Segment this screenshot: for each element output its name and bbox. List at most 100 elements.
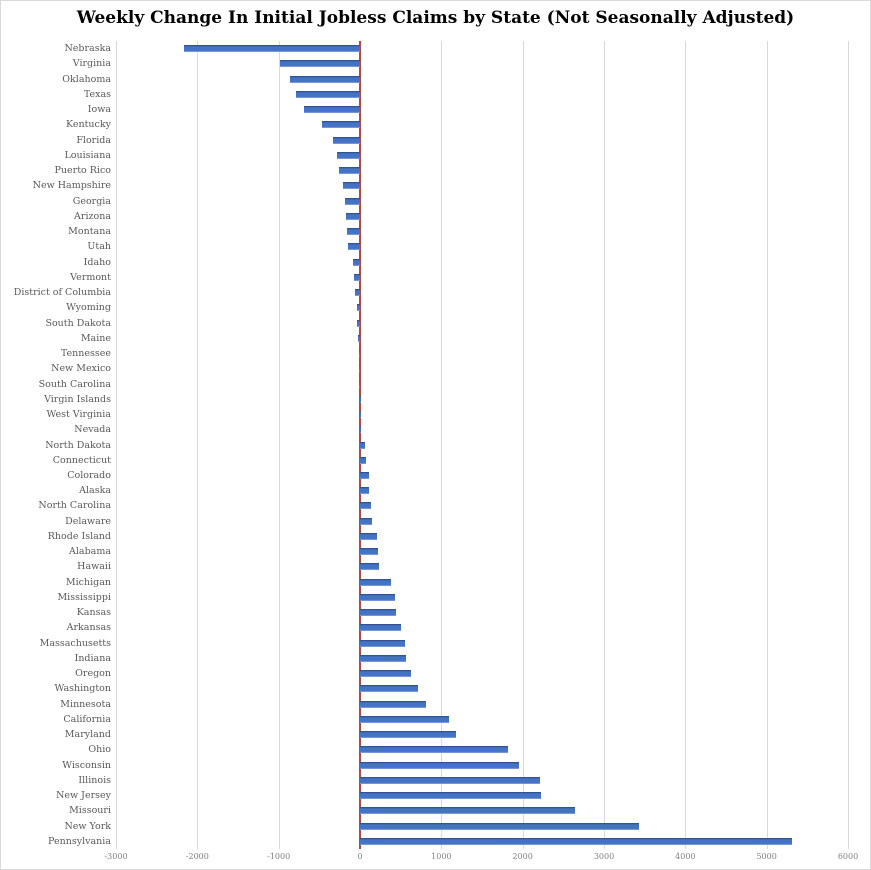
category-label-district-of-columbia: District of Columbia [13,287,111,299]
category-label-virginia: Virginia [72,58,111,70]
category-label-new-york: New York [64,820,111,832]
bar-texas [295,90,360,98]
bar-montana [346,228,360,236]
category-label-west-virginia: West Virginia [46,409,111,420]
bar-utah [347,243,360,251]
category-label-alabama: Alabama [69,546,111,558]
bar-new-mexico [359,365,361,373]
bar-district-of-columbia [354,289,360,297]
bar-colorado [360,471,369,479]
plot-area [116,41,849,849]
bar-west-virginia [359,411,361,418]
bar-indiana [360,654,406,662]
category-label-south-dakota: South Dakota [45,317,111,329]
x-tick-label--1000: -1000 [267,852,291,861]
category-label-colorado: Colorado [67,469,111,481]
category-label-oklahoma: Oklahoma [62,73,111,85]
category-label-maryland: Maryland [64,729,111,741]
category-label-illinois: Illinois [78,774,111,786]
category-label-utah: Utah [87,241,111,253]
category-label-missouri: Missouri [69,805,111,817]
x-tick-label-4000: 4000 [675,852,696,861]
gridline-6000 [848,41,849,849]
bar-louisiana [336,151,360,159]
gridline-2000 [522,41,524,849]
x-tick-label-5000: 5000 [756,852,777,861]
category-label-massachusetts: Massachusetts [39,637,111,649]
category-label-minnesota: Minnesota [60,698,111,710]
bar-south-carolina [359,380,361,388]
bar-delaware [360,517,373,525]
bar-maine [357,334,360,342]
gridline-5000 [766,41,768,849]
gridline-4000 [685,41,687,849]
gridline--2000 [197,41,199,849]
category-label-south-carolina: South Carolina [38,378,111,390]
category-label-maine: Maine [80,332,111,344]
x-tick-label-0: 0 [357,852,363,861]
bar-new-hampshire [342,182,360,190]
x-tick-label--3000: -3000 [104,852,128,861]
gridline-3000 [604,41,605,849]
category-label-tennessee: Tennessee [60,348,111,360]
bar-iowa [303,106,360,114]
category-label-arizona: Arizona [74,210,111,222]
bar-north-carolina [360,502,371,510]
bar-nebraska [183,45,360,53]
category-label-rhode-island: Rhode Island [47,530,111,542]
category-label-pennsylvania: Pennsylvania [48,835,111,847]
bar-tennessee [358,350,360,358]
category-label-indiana: Indiana [74,652,111,664]
x-tick-label--2000: -2000 [185,852,209,861]
category-label-arkansas: Arkansas [66,622,111,634]
bar-kansas [360,609,397,617]
category-label-oregon: Oregon [75,668,111,680]
category-label-north-dakota: North Dakota [45,439,111,451]
bar-illinois [360,776,540,784]
gridline--3000 [116,41,117,849]
x-tick-label-6000: 6000 [837,852,859,861]
category-label-kansas: Kansas [76,607,111,619]
category-label-nevada: Nevada [74,424,111,436]
category-label-vermont: Vermont [70,271,111,283]
bar-new-jersey [360,792,541,800]
bar-arizona [345,212,360,220]
bar-florida [333,136,360,144]
category-label-north-carolina: North Carolina [38,500,111,512]
bar-puerto-rico [338,167,360,175]
category-label-delaware: Delaware [65,515,111,527]
category-label-georgia: Georgia [72,195,111,207]
bar-north-dakota [360,441,366,449]
category-label-virgin-islands: Virgin Islands [44,393,111,405]
category-label-idaho: Idaho [83,256,111,268]
bar-missouri [360,807,575,815]
x-tick-label-1000: 1000 [431,852,452,861]
category-label-wisconsin: Wisconsin [62,759,111,771]
bar-hawaii [360,563,379,571]
bar-oklahoma [290,75,360,83]
gridline--1000 [278,41,280,849]
category-label-new-hampshire: New Hampshire [32,180,111,192]
bar-california [360,715,449,723]
x-tick-label-2000: 2000 [512,852,533,861]
bar-virginia [279,60,360,68]
bar-minnesota [360,700,427,708]
bar-pennsylvania [360,837,792,845]
category-label-washington: Washington [54,683,112,695]
bar-nevada [359,426,361,434]
category-label-florida: Florida [76,134,111,146]
bar-washington [360,685,419,693]
category-label-new-mexico: New Mexico [51,363,111,375]
category-label-hawaii: Hawaii [77,561,111,573]
bar-kentucky [321,121,360,129]
category-label-kentucky: Kentucky [66,119,111,131]
bar-south-dakota [357,319,360,327]
bar-georgia [344,197,360,205]
bar-ohio [360,746,509,754]
bar-arkansas [360,624,402,632]
gridline-1000 [441,41,443,849]
chart-title: Weekly Change In Initial Jobless Claims … [76,8,795,28]
category-label-california: California [63,713,111,725]
category-label-connecticut: Connecticut [52,454,111,466]
